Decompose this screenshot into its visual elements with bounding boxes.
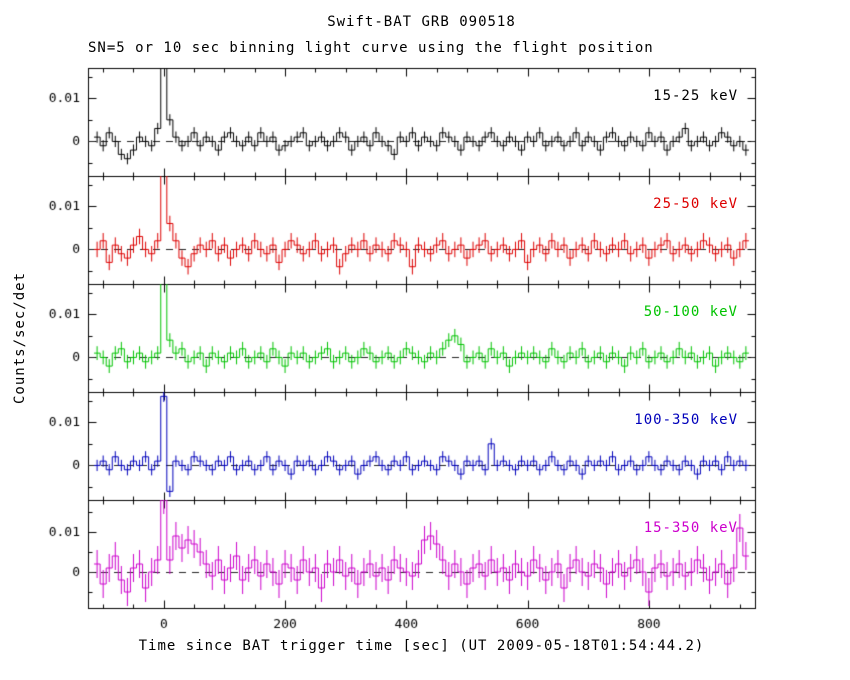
energy-band-label-15-350: 15-350 keV bbox=[643, 520, 738, 536]
chart-subtitle: SN=5 or 10 sec binning light curve using… bbox=[88, 40, 654, 56]
y-axis-label: Counts/sec/det bbox=[12, 271, 28, 405]
energy-band-label-100-350: 100-350 keV bbox=[634, 412, 738, 428]
energy-band-label-15-25: 15-25 keV bbox=[653, 88, 738, 104]
energy-band-label-50-100: 50-100 keV bbox=[643, 304, 738, 320]
chart-title: Swift-BAT GRB 090518 bbox=[327, 14, 516, 30]
x-axis-label: Time since BAT trigger time [sec] (UT 20… bbox=[138, 638, 705, 654]
energy-band-label-25-50: 25-50 keV bbox=[653, 196, 738, 212]
